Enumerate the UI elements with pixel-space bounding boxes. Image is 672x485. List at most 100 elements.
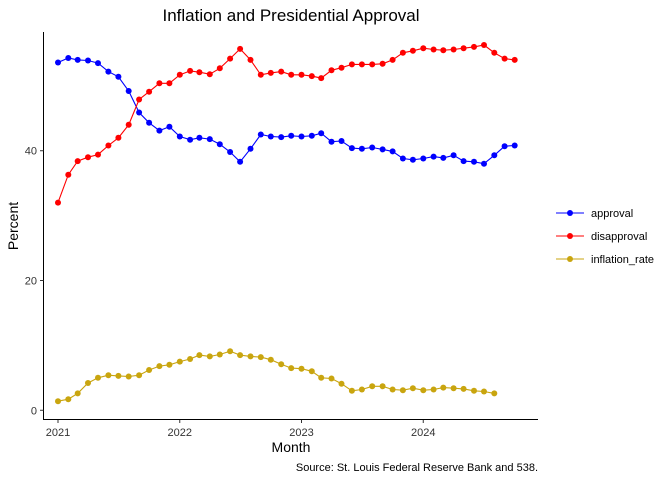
- data-point-disapproval: [237, 45, 244, 52]
- data-point-approval: [105, 68, 112, 75]
- data-point-inflation_rate: [481, 388, 487, 395]
- data-point-approval: [278, 134, 285, 141]
- data-point-disapproval: [95, 151, 101, 158]
- series-line-approval: [57, 57, 515, 165]
- data-point-disapproval: [187, 67, 194, 74]
- data-point-inflation_rate: [267, 356, 274, 363]
- data-point-approval: [146, 119, 153, 126]
- plot-area: [55, 42, 518, 405]
- data-point-inflation_rate: [196, 352, 203, 359]
- data-point-approval: [409, 156, 416, 163]
- data-point-disapproval: [227, 55, 234, 62]
- data-point-disapproval: [440, 47, 447, 54]
- data-point-inflation_rate: [216, 351, 223, 358]
- data-point-disapproval: [196, 69, 203, 76]
- data-point-approval: [156, 127, 163, 134]
- data-point-disapproval: [288, 71, 295, 78]
- data-point-disapproval: [308, 73, 315, 80]
- data-point-approval: [288, 132, 295, 139]
- data-point-approval: [74, 56, 81, 63]
- data-point-inflation_rate: [55, 398, 61, 405]
- data-point-approval: [176, 133, 183, 140]
- data-point-inflation_rate: [491, 390, 498, 397]
- legend-key-point-approval: [567, 210, 573, 216]
- data-point-disapproval: [85, 154, 91, 161]
- data-point-disapproval: [389, 56, 396, 63]
- data-point-disapproval: [267, 69, 274, 76]
- x-tick-label: 2022: [168, 427, 192, 439]
- data-point-inflation_rate: [450, 385, 457, 392]
- data-point-inflation_rate: [379, 383, 386, 390]
- data-point-approval: [166, 123, 173, 130]
- data-point-inflation_rate: [206, 353, 213, 360]
- data-point-disapproval: [206, 71, 213, 78]
- data-point-approval: [257, 131, 264, 138]
- x-axis-ticks: 2021 2022 2023 2024: [46, 420, 435, 439]
- data-point-disapproval: [338, 64, 345, 71]
- data-point-approval: [491, 152, 498, 159]
- data-point-disapproval: [257, 71, 264, 78]
- data-point-disapproval: [460, 45, 467, 52]
- data-point-disapproval: [156, 80, 163, 87]
- data-point-inflation_rate: [176, 358, 183, 365]
- data-point-inflation_rate: [146, 367, 153, 373]
- data-point-disapproval: [511, 56, 518, 63]
- data-point-disapproval: [369, 61, 376, 68]
- data-point-approval: [369, 144, 376, 151]
- data-point-inflation_rate: [399, 387, 406, 394]
- data-point-approval: [187, 136, 194, 143]
- data-point-inflation_rate: [156, 363, 163, 370]
- data-point-approval: [85, 57, 91, 64]
- data-point-disapproval: [420, 45, 427, 52]
- data-point-approval: [125, 88, 132, 94]
- data-point-approval: [308, 132, 315, 139]
- data-point-inflation_rate: [237, 352, 244, 359]
- legend-label-inflation_rate: inflation_rate: [591, 254, 654, 266]
- data-point-approval: [237, 158, 244, 165]
- y-axis-ticks: 0 20 40: [25, 146, 44, 417]
- legend-key-point-disapproval: [567, 233, 573, 239]
- data-point-approval: [389, 148, 396, 155]
- data-point-inflation_rate: [115, 372, 122, 379]
- data-point-disapproval: [74, 158, 81, 165]
- data-point-inflation_rate: [430, 386, 437, 393]
- data-point-inflation_rate: [358, 386, 365, 393]
- data-point-inflation_rate: [471, 387, 477, 394]
- data-point-inflation_rate: [278, 361, 285, 368]
- data-point-inflation_rate: [166, 361, 173, 368]
- data-point-inflation_rate: [85, 380, 91, 386]
- data-point-approval: [511, 142, 518, 149]
- data-point-approval: [328, 138, 335, 145]
- data-point-disapproval: [399, 49, 406, 56]
- data-point-inflation_rate: [369, 383, 376, 390]
- data-point-inflation_rate: [227, 348, 234, 355]
- data-point-disapproval: [125, 121, 132, 128]
- data-point-approval: [348, 145, 355, 152]
- series-line-inflation_rate: [57, 350, 495, 402]
- data-point-approval: [95, 60, 101, 67]
- data-point-disapproval: [379, 60, 386, 67]
- data-point-inflation_rate: [187, 356, 194, 362]
- data-point-inflation_rate: [288, 365, 295, 372]
- data-point-inflation_rate: [420, 387, 427, 394]
- data-point-disapproval: [348, 61, 355, 68]
- data-point-approval: [338, 138, 345, 144]
- data-point-inflation_rate: [409, 385, 416, 392]
- data-point-disapproval: [247, 56, 254, 63]
- legend-label-disapproval: disapproval: [591, 231, 647, 243]
- data-point-disapproval: [65, 171, 72, 178]
- data-point-approval: [450, 152, 457, 159]
- data-point-approval: [115, 73, 122, 80]
- x-tick-label: 2021: [46, 427, 70, 439]
- data-point-inflation_rate: [460, 385, 467, 392]
- data-point-approval: [481, 160, 487, 167]
- data-point-approval: [216, 141, 223, 148]
- y-tick-label: 40: [25, 146, 37, 158]
- data-point-inflation_rate: [65, 396, 72, 403]
- data-point-disapproval: [115, 134, 122, 141]
- data-point-inflation_rate: [257, 354, 264, 361]
- chart-title: Inflation and Presidential Approval: [162, 6, 419, 25]
- data-point-inflation_rate: [389, 386, 396, 393]
- legend-label-approval: approval: [591, 208, 633, 220]
